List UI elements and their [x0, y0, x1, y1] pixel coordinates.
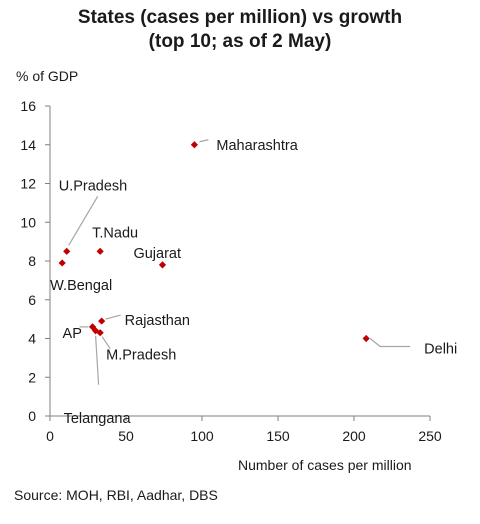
data-point-marker: [362, 334, 370, 343]
chart-title: States (cases per million) vs growth (to…: [0, 6, 480, 54]
x-tick-label: 150: [266, 428, 290, 444]
y-tick-label: 0: [28, 408, 36, 424]
x-tick-label: 100: [190, 428, 214, 444]
data-point-label: M.Pradesh: [106, 348, 176, 364]
data-point-label: W.Bengal: [50, 278, 112, 294]
x-tick-label: 0: [46, 428, 54, 444]
y-tick-label: 16: [20, 98, 36, 114]
data-point-label: Rajasthan: [125, 313, 190, 329]
data-point-marker: [96, 329, 104, 337]
data-point-label: T.Nadu: [92, 225, 138, 241]
data-point-label: U.Pradesh: [59, 178, 128, 194]
data-point-label: Gujarat: [133, 246, 181, 262]
leader-line: [369, 338, 411, 348]
x-tick-label: 50: [118, 428, 134, 444]
data-point-marker: [58, 259, 66, 267]
leader-line: [101, 336, 111, 350]
data-point-marker: [190, 141, 198, 149]
data-point-label: Telangana: [64, 411, 132, 427]
source-note: Source: MOH, RBI, Aadhar, DBS: [14, 487, 218, 503]
chart-title-line-1: States (cases per million) vs growth: [77, 7, 403, 28]
data-point-marker: [63, 247, 71, 255]
chart-title-line-2: (top 10; as of 2 May): [148, 31, 332, 52]
y-tick-label: 6: [28, 292, 36, 308]
y-axis-label: % of GDP: [16, 68, 79, 84]
y-tick-label: 10: [20, 214, 36, 230]
leader-line: [105, 314, 121, 320]
leader-line: [199, 139, 209, 143]
x-tick-label: 250: [418, 428, 442, 444]
data-point-label: Maharashtra: [216, 138, 298, 154]
leader-line: [68, 196, 99, 246]
y-tick-label: 4: [28, 331, 36, 347]
data-point-marker: [158, 261, 167, 269]
leader-line: [95, 335, 100, 385]
x-axis-label: Number of cases per million: [238, 457, 412, 473]
data-point-label: AP: [63, 326, 82, 342]
y-tick-label: 2: [28, 369, 36, 385]
data-point-marker: [96, 247, 104, 255]
y-tick-label: 14: [20, 137, 36, 153]
y-tick-label: 12: [20, 176, 36, 192]
x-tick-label: 200: [342, 428, 366, 444]
data-point-marker: [98, 317, 106, 325]
y-tick-label: 8: [28, 253, 36, 269]
data-point-label: Delhi: [424, 342, 457, 358]
